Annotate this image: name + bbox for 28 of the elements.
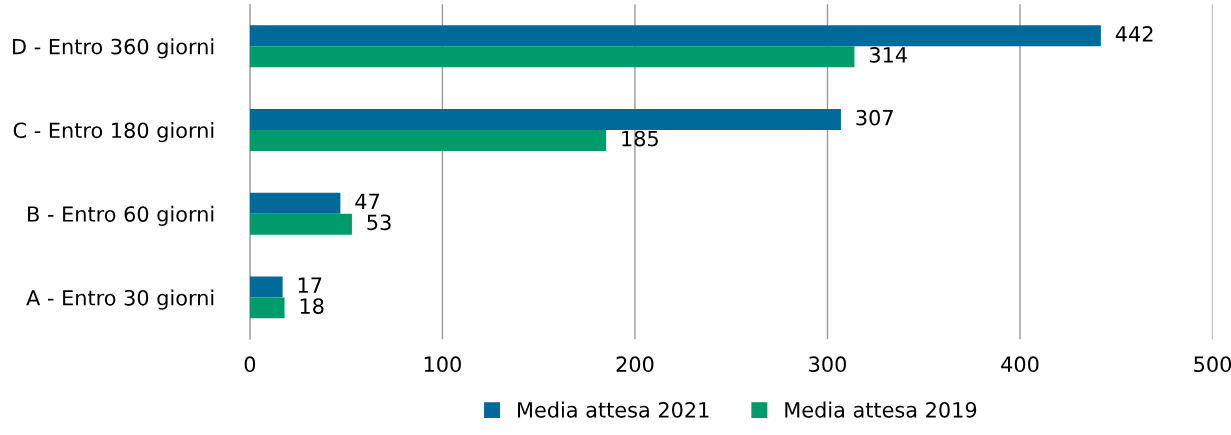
y-tick-label: B - Entro 60 giorni <box>28 205 214 226</box>
data-label: 47 <box>355 193 379 209</box>
bar <box>249 129 607 151</box>
x-tick-label: 100 <box>424 356 461 373</box>
bar <box>249 276 283 298</box>
bar <box>249 192 341 214</box>
data-label: 18 <box>300 298 324 314</box>
x-tick-label: 200 <box>616 356 654 373</box>
y-tick-label: A - Entro 30 giorni <box>26 289 214 310</box>
data-label: 314 <box>869 46 907 63</box>
x-tick-label: 300 <box>809 356 846 373</box>
data-label: 442 <box>1115 26 1153 42</box>
legend-label: Media attesa 2019 <box>785 401 977 418</box>
bar <box>249 297 285 319</box>
bar <box>249 109 841 130</box>
data-label: 307 <box>856 109 893 126</box>
bar <box>249 46 855 68</box>
bar <box>249 213 352 235</box>
x-tick-label: 400 <box>1001 356 1039 373</box>
y-tick-label: C - Entro 180 giorni <box>13 122 214 143</box>
x-tick-label: 500 <box>1194 356 1231 373</box>
data-label: 53 <box>367 214 391 231</box>
x-tick-label: 0 <box>244 356 256 373</box>
bar <box>249 25 1101 47</box>
data-label: 17 <box>298 277 322 293</box>
legend-label: Media attesa 2021 <box>518 401 709 418</box>
data-label: 185 <box>622 130 658 147</box>
y-tick-label: D - Entro 360 giorni <box>13 38 214 59</box>
